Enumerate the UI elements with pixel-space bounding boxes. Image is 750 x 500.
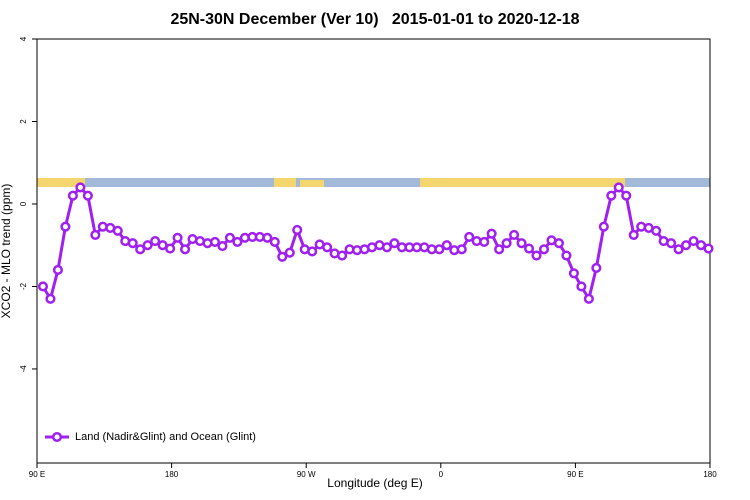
- ocean-band: [37, 178, 710, 187]
- data-point: [464, 231, 475, 243]
- data-point: [666, 238, 677, 249]
- data-point: [75, 182, 86, 193]
- land-ocean-mask: [37, 178, 710, 187]
- data-point: [52, 264, 63, 276]
- data-point: [509, 229, 520, 240]
- data-point: [441, 240, 452, 251]
- data-point: [494, 244, 505, 255]
- data-point: [606, 190, 617, 201]
- data-point: [389, 238, 400, 249]
- data-point: [523, 243, 535, 254]
- data-point: [688, 236, 699, 247]
- x-tick-label: 180: [703, 470, 717, 479]
- data-point: [172, 232, 183, 243]
- x-tick-label: 180: [165, 470, 179, 479]
- data-point: [456, 244, 467, 255]
- y-tick-label: 4: [19, 36, 28, 41]
- land-band: [300, 180, 324, 187]
- chart-title: 25N-30N December (Ver 10) 2015-01-01 to …: [170, 11, 579, 28]
- data-point: [486, 228, 497, 239]
- data-point: [284, 247, 295, 258]
- data-point: [538, 244, 550, 255]
- data-point: [307, 246, 318, 257]
- legend-marker: [51, 431, 63, 443]
- y-tick-label: -4: [19, 365, 28, 373]
- legend-label: Land (Nadir&Glint) and Ocean (Glint): [75, 431, 256, 443]
- data-point: [292, 224, 303, 236]
- x-tick-label: 90 E: [567, 470, 583, 479]
- data-point: [681, 240, 692, 251]
- data-point: [127, 238, 138, 249]
- data-point: [150, 236, 161, 247]
- x-axis-label: Longitude (deg E): [327, 476, 422, 490]
- y-tick-label: 0: [19, 201, 28, 206]
- data-point: [381, 242, 393, 253]
- data-point: [262, 232, 273, 243]
- data-point: [165, 243, 176, 254]
- data-point: [322, 242, 333, 253]
- data-point: [628, 229, 639, 240]
- data-point: [277, 251, 288, 262]
- data-point: [561, 250, 572, 261]
- x-tick-label: 0: [439, 470, 444, 479]
- y-axis-label: XCO2 - MLO trend (ppm): [0, 184, 13, 319]
- land-band: [420, 178, 625, 187]
- data-point: [583, 293, 594, 304]
- data-point: [60, 221, 71, 232]
- land-band: [274, 178, 296, 187]
- y-tick-label: -2: [19, 282, 28, 290]
- data-point: [269, 236, 280, 247]
- data-point: [90, 229, 101, 240]
- data-point: [434, 244, 445, 255]
- data-point: [591, 262, 602, 273]
- data-point: [703, 243, 714, 254]
- data-point: [37, 281, 49, 292]
- data-point: [613, 182, 624, 193]
- data-point: [232, 236, 243, 247]
- data-point: [651, 225, 662, 236]
- y-tick-label: 2: [19, 119, 28, 124]
- data-point: [501, 238, 512, 249]
- x-tick-label: 90 E: [29, 470, 45, 479]
- x-tick-label: 90 W: [297, 470, 316, 479]
- data-point: [337, 250, 348, 261]
- data-point: [135, 244, 146, 255]
- data-point: [217, 241, 228, 252]
- data-point: [673, 244, 684, 255]
- data-point: [479, 236, 490, 247]
- data-point: [553, 238, 564, 249]
- data-point: [180, 244, 191, 255]
- data-point: [576, 281, 587, 292]
- data-point: [516, 238, 527, 249]
- data-point: [598, 221, 609, 232]
- data-point: [112, 225, 123, 236]
- land-band: [37, 178, 85, 187]
- data-point: [142, 240, 153, 251]
- data-point: [531, 250, 542, 261]
- data-point: [224, 232, 235, 243]
- data-point: [621, 190, 632, 201]
- data-point: [209, 236, 221, 247]
- data-point: [67, 190, 78, 201]
- data-point: [568, 268, 579, 279]
- data-point: [82, 190, 93, 201]
- data-point: [45, 293, 56, 304]
